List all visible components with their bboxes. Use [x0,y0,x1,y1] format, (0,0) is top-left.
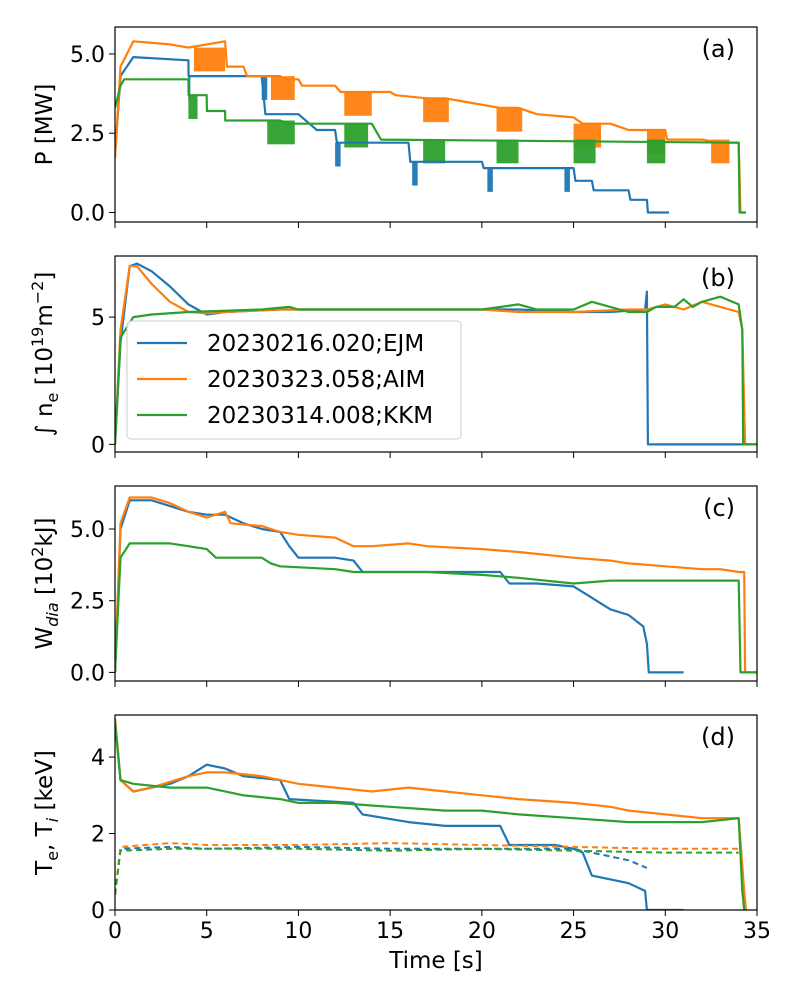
series-line-KKM-d [115,722,746,910]
dip-block-EJM-a [487,168,493,192]
y-label-part-ylabel_main: P [MW] [32,84,58,166]
series-line-EJM-d [115,718,684,910]
y-label-part-ylabel_main: T [32,860,58,876]
y-tick-label-c-0: 0.0 [70,661,105,686]
dip-block-KKM-a [423,139,446,164]
panel-label-a: (a) [702,35,735,63]
y-label-part-ylabel_main: ∫ n [32,402,58,436]
y-tick-label-a-5: 5.0 [70,43,105,68]
y-label-part-ylabel_mid: m [32,304,58,326]
panel-label-c: (c) [703,494,735,522]
y-tick-label-a-0: 0.0 [70,201,105,226]
dip-block-KKM-a [573,139,596,164]
y-label-part-ylabel_end: [keV] [32,750,58,818]
y-tick-label-b-0: 0 [91,433,105,458]
legend: 20230216.020;EJM 20230323.058;AIM 20230314… [126,320,462,440]
y-label-part-ylabel_main: W [32,627,58,650]
dip-block-KKM-a [344,123,369,148]
dip-block-AIM-a [496,107,523,132]
dip-block-EJM-a [335,142,341,167]
series-line-EJM-c [115,499,684,674]
y-label-part-ylabel_sup2: −2 [28,281,47,305]
x-tick-label-10: 10 [284,919,312,944]
panel-label-d: (d) [701,723,735,751]
y-tick-label-c-2.5: 2.5 [70,590,105,615]
x-tick-label-15: 15 [376,919,404,944]
dip-block-KKM-a [646,139,666,164]
plot-area-a [115,40,746,214]
x-tick-label-30: 30 [651,919,679,944]
legend-label-EJM: 20230216.020;EJM [207,331,424,357]
legend-label-KKM: 20230314.008;KKM [207,403,433,429]
y-label-part-ylabel_sub: e [43,393,62,403]
x-tick-label-5: 5 [200,919,214,944]
dip-block-AIM-a [711,139,730,164]
y-tick-label-c-5: 5.0 [70,518,105,543]
y-tick-label-d-0: 0 [91,899,105,924]
series-line-AIM-c [115,496,757,674]
y-label-part-ylabel_rest: [10 [32,347,58,393]
series-line-AIM-a [115,40,746,214]
axes-frame-d [114,714,758,911]
dip-block-AIM-a [270,76,295,100]
y-tick-label-d-2: 2 [91,823,105,848]
y-label-part-ylabel_sub: dia [43,602,62,626]
plot-area-b [115,262,757,446]
dip-block-KKM-a [188,95,198,119]
dip-block-KKM-a [496,139,519,164]
series-line-AIM-dashed-d [115,842,739,895]
y-label-part-ylabel_mid: kJ] [32,518,58,547]
dip-block-AIM-a [423,98,449,123]
panel-a: 0.0 2.5 5.0 (a) P [MW] [32,26,758,228]
dip-block-EJM-a [412,161,418,186]
axes-frame-a [114,26,758,223]
y-label-part-ylabel_rest: [10 [32,557,58,603]
y-tick-label-b-5: 5 [91,306,105,331]
y-axis-label-a: P [MW] [32,84,58,166]
series-line-AIM-d [115,718,748,910]
y-label-part-ylabel_end: ] [32,272,58,281]
legend-box [126,320,462,440]
series-line-EJM-dashed-d [115,845,648,895]
series-line-EJM-a [115,56,669,214]
series-line-KKM-b [115,295,757,446]
y-label-part-ylabel_rest: , T [32,821,58,851]
dip-block-KKM-a [267,120,295,145]
plot-area-d [115,718,748,910]
y-label-part-ylabel_sup1: 19 [28,327,47,347]
x-tick-label-35: 35 [743,919,771,944]
y-axis-label-d: Te, Ti [keV] [32,750,62,876]
panel-c: 0.0 2.5 5.0 (c) Wdia [102kJ] [28,485,758,687]
y-axis-label-b: ∫ ne [1019m−2] [28,272,62,437]
x-tick-label-0: 0 [108,919,122,944]
y-label-part-ylabel_sup1: 2 [28,547,47,557]
x-tick-label-25: 25 [560,919,588,944]
y-label-part-ylabel_sub: e [43,851,62,861]
dip-block-AIM-a [344,92,372,116]
series-line-KKM-dashed-d [115,847,739,895]
series-line-KKM-c [115,542,757,674]
dip-block-EJM-a [564,168,570,192]
panel-label-b: (b) [701,264,735,292]
dip-block-EJM-a [261,76,268,100]
x-axis-label: Time [s] [388,948,483,974]
series-line-KKM-a [115,78,746,214]
y-tick-label-d-4: 4 [91,746,105,771]
y-tick-label-a-2.5: 2.5 [70,122,105,147]
axes-frame-c [114,485,758,682]
dip-block-AIM-a [193,47,226,72]
panel-d: 0 5 10 15 20 25 30 35 0 2 4 (d) Te, Ti [keV] [32,714,771,944]
axes-frame-b [114,255,758,453]
legend-label-AIM: 20230323.058;AIM [207,367,425,393]
y-axis-label-c: Wdia [102kJ] [28,518,62,650]
y-label-part-ylabel_sub2: i [43,817,62,822]
plot-area-c [115,496,757,674]
panel-b: 05(b)∫ ne [1019m−2]20230216.020;EJM20230… [28,255,758,458]
x-tick-label-20: 20 [468,919,496,944]
